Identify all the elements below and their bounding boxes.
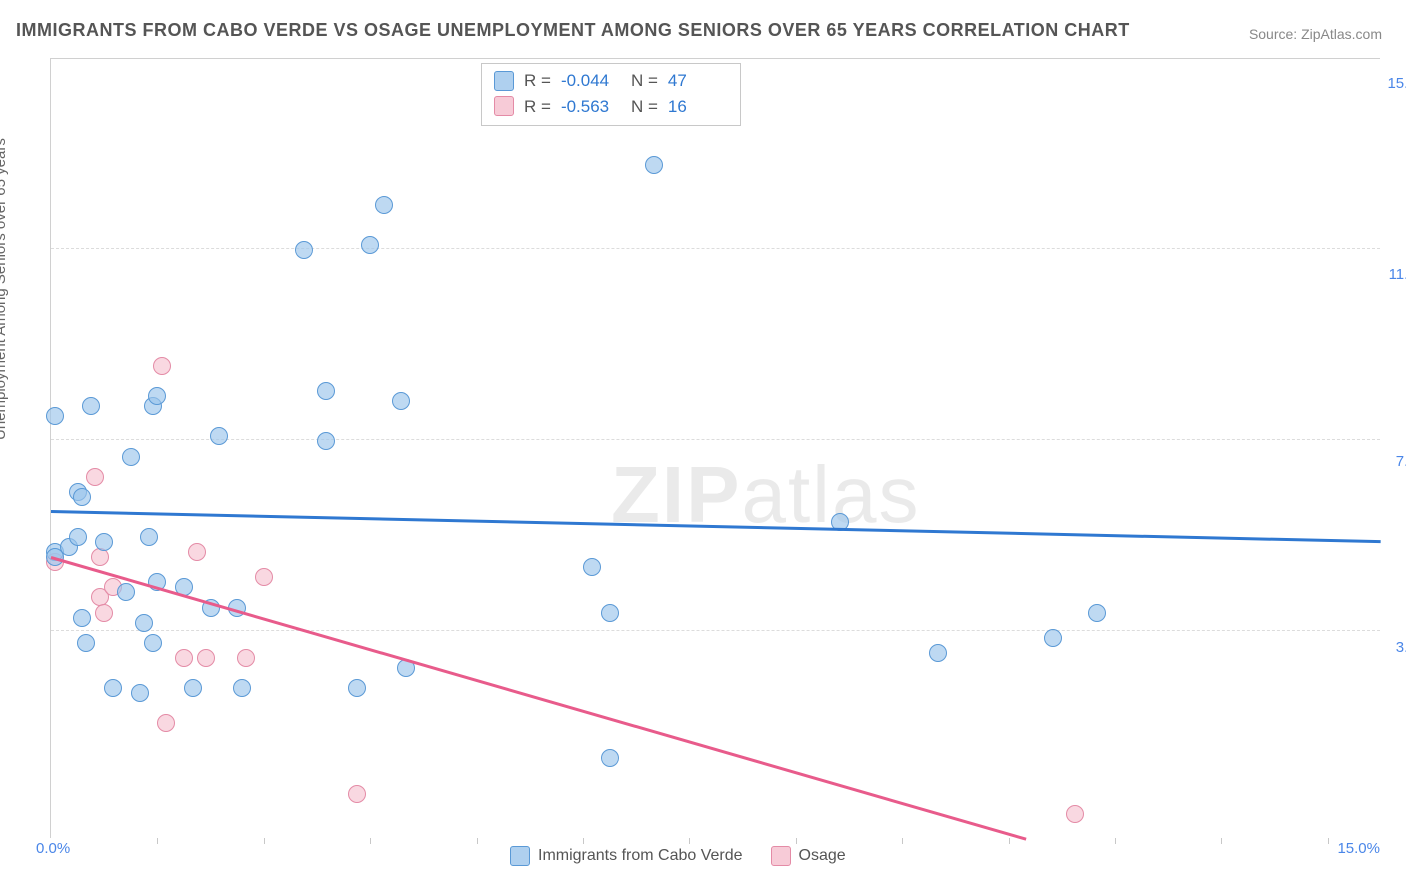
point-cabo-verde <box>210 427 228 445</box>
x-min-label: 0.0% <box>36 840 70 857</box>
point-cabo-verde <box>46 407 64 425</box>
point-cabo-verde <box>601 604 619 622</box>
point-osage <box>175 649 193 667</box>
y-tick-label: 15.0% <box>1380 75 1406 92</box>
point-osage <box>188 543 206 561</box>
x-tick <box>796 838 797 844</box>
legend-label-2: Osage <box>799 847 846 865</box>
point-cabo-verde <box>104 679 122 697</box>
y-tick-label: 11.2% <box>1380 266 1406 283</box>
point-cabo-verde <box>295 241 313 259</box>
x-tick <box>689 838 690 844</box>
n-label-2: N = <box>631 94 658 120</box>
stats-row-2: R = -0.563 N = 16 <box>494 94 728 120</box>
point-cabo-verde <box>1088 604 1106 622</box>
point-osage <box>255 568 273 586</box>
y-tick-label: 3.8% <box>1380 639 1406 656</box>
gridline <box>51 439 1380 440</box>
legend-swatch-pink-icon <box>771 846 791 866</box>
point-cabo-verde <box>375 196 393 214</box>
y-axis-label: Unemployment Among Seniors over 65 years <box>0 138 9 440</box>
x-max-label: 15.0% <box>1337 840 1380 857</box>
y-tick-label: 7.5% <box>1380 453 1406 470</box>
point-cabo-verde <box>144 634 162 652</box>
source-label: Source: ZipAtlas.com <box>1249 26 1382 42</box>
x-tick <box>157 838 158 844</box>
point-cabo-verde <box>73 488 91 506</box>
swatch-blue-icon <box>494 71 514 91</box>
n-label-1: N = <box>631 68 658 94</box>
point-cabo-verde <box>317 432 335 450</box>
point-cabo-verde <box>131 684 149 702</box>
gridline <box>51 248 1380 249</box>
n-value-1: 47 <box>668 68 728 94</box>
point-cabo-verde <box>117 583 135 601</box>
r-value-1: -0.044 <box>561 68 621 94</box>
point-osage <box>348 785 366 803</box>
point-cabo-verde <box>184 679 202 697</box>
point-osage <box>86 468 104 486</box>
bottom-legend: Immigrants from Cabo Verde Osage <box>510 846 846 866</box>
x-tick <box>370 838 371 844</box>
point-cabo-verde <box>317 382 335 400</box>
point-cabo-verde <box>392 392 410 410</box>
r-label-1: R = <box>524 68 551 94</box>
legend-item-2: Osage <box>771 846 846 866</box>
point-cabo-verde <box>82 397 100 415</box>
point-cabo-verde <box>601 749 619 767</box>
point-cabo-verde <box>140 528 158 546</box>
point-cabo-verde <box>135 614 153 632</box>
chart-title: IMMIGRANTS FROM CABO VERDE VS OSAGE UNEM… <box>16 20 1130 41</box>
swatch-pink-icon <box>494 96 514 116</box>
point-cabo-verde <box>583 558 601 576</box>
point-cabo-verde <box>77 634 95 652</box>
gridline <box>51 630 1380 631</box>
r-value-2: -0.563 <box>561 94 621 120</box>
x-tick <box>1115 838 1116 844</box>
n-value-2: 16 <box>668 94 728 120</box>
point-cabo-verde <box>348 679 366 697</box>
plot-area: ZIPatlas R = -0.044 N = 47 R = -0.563 N … <box>50 58 1380 838</box>
x-tick <box>583 838 584 844</box>
x-tick <box>477 838 478 844</box>
point-osage <box>237 649 255 667</box>
point-cabo-verde <box>95 533 113 551</box>
point-cabo-verde <box>645 156 663 174</box>
stats-row-1: R = -0.044 N = 47 <box>494 68 728 94</box>
x-tick <box>902 838 903 844</box>
x-tick <box>264 838 265 844</box>
x-tick <box>1009 838 1010 844</box>
point-cabo-verde <box>148 387 166 405</box>
point-osage <box>157 714 175 732</box>
point-cabo-verde <box>73 609 91 627</box>
point-cabo-verde <box>361 236 379 254</box>
point-osage <box>197 649 215 667</box>
legend-label-1: Immigrants from Cabo Verde <box>538 847 743 865</box>
x-tick <box>1328 838 1329 844</box>
legend-swatch-blue-icon <box>510 846 530 866</box>
point-cabo-verde <box>122 448 140 466</box>
point-cabo-verde <box>929 644 947 662</box>
point-cabo-verde <box>233 679 251 697</box>
legend-item-1: Immigrants from Cabo Verde <box>510 846 743 866</box>
point-cabo-verde <box>69 528 87 546</box>
point-osage <box>153 357 171 375</box>
stats-box: R = -0.044 N = 47 R = -0.563 N = 16 <box>481 63 741 126</box>
point-cabo-verde <box>1044 629 1062 647</box>
point-osage <box>95 604 113 622</box>
point-osage <box>1066 805 1084 823</box>
r-label-2: R = <box>524 94 551 120</box>
trendline-osage <box>51 556 1027 841</box>
x-tick <box>1221 838 1222 844</box>
